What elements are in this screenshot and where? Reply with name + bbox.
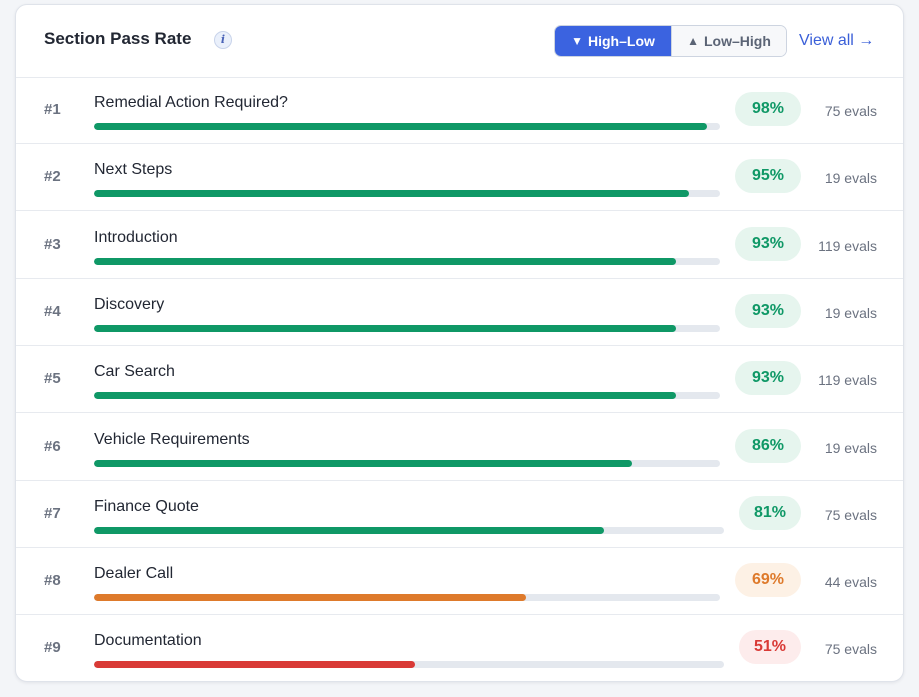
- eval-count: 119 evals: [818, 237, 877, 254]
- pass-rate-bar-track: [94, 594, 720, 602]
- section-row[interactable]: #4 Discovery 93% 19 evals: [16, 279, 903, 346]
- eval-count: 19 evals: [824, 170, 877, 187]
- pass-rate-bar-fill: [94, 661, 416, 669]
- section-rank: #7: [44, 504, 61, 522]
- section-rank: #5: [44, 370, 61, 388]
- eval-count: 75 evals: [824, 103, 877, 119]
- sort-low-high-button[interactable]: ▲ Low–High: [671, 26, 786, 56]
- section-name: Car Search: [94, 363, 175, 381]
- pass-rate-bar-fill: [94, 324, 677, 332]
- section-name: Vehicle Requirements: [94, 430, 250, 448]
- pass-rate-bar-track: [94, 459, 720, 467]
- pass-rate-bar-fill: [94, 392, 677, 400]
- section-pass-rate-card: Section Pass Rate i ▼ High–Low ▲ Low–Hig…: [15, 4, 904, 682]
- section-row[interactable]: #3 Introduction 93% 119 evals: [16, 212, 903, 279]
- view-all-link[interactable]: View all →: [799, 32, 875, 49]
- section-name: Dealer Call: [94, 565, 174, 583]
- section-rank: #4: [44, 302, 61, 320]
- pass-rate-badge: 81%: [739, 495, 801, 530]
- section-name: Discovery: [94, 295, 165, 313]
- section-name: Next Steps: [94, 161, 173, 179]
- pass-rate-badge: 93%: [735, 226, 801, 261]
- pass-rate-bar-fill: [94, 594, 526, 602]
- section-name: Remedial Action Required?: [94, 94, 288, 111]
- info-icon[interactable]: i: [214, 31, 232, 49]
- eval-count: 44 evals: [824, 574, 877, 591]
- triangle-down-icon: ▼: [571, 34, 583, 48]
- pass-rate-badge: 93%: [735, 361, 801, 396]
- sort-toggle: ▼ High–Low ▲ Low–High: [554, 25, 787, 57]
- section-rank: #6: [44, 437, 61, 455]
- pass-rate-bar-fill: [94, 123, 708, 130]
- section-rank: #9: [44, 639, 61, 657]
- section-row[interactable]: #7 Finance Quote 81% 75 evals: [16, 481, 903, 548]
- section-row[interactable]: #8 Dealer Call 69% 44 evals: [16, 548, 903, 616]
- pass-rate-bar-fill: [94, 257, 677, 265]
- pass-rate-bar-track: [94, 324, 720, 332]
- pass-rate-badge: 69%: [735, 563, 801, 598]
- pass-rate-bar-track: [94, 526, 724, 534]
- sort-low-high-label: Low–High: [704, 33, 771, 49]
- section-row[interactable]: #5 Car Search 93% 119 evals: [16, 346, 903, 414]
- pass-rate-bar-track: [94, 392, 720, 400]
- eval-count: 19 evals: [824, 304, 877, 321]
- section-row[interactable]: #1 Remedial Action Required? 98% 75 evals: [16, 77, 903, 144]
- section-row[interactable]: #6 Vehicle Requirements 86% 19 evals: [16, 414, 903, 481]
- eval-count: 75 evals: [824, 506, 877, 523]
- sort-high-low-button[interactable]: ▼ High–Low: [555, 26, 671, 56]
- section-name: Documentation: [94, 632, 202, 650]
- pass-rate-badge: 95%: [735, 159, 801, 194]
- section-rank: #2: [44, 168, 61, 186]
- pass-rate-bar-fill: [94, 459, 633, 467]
- sort-high-low-label: High–Low: [588, 33, 655, 49]
- section-name: Finance Quote: [94, 497, 199, 515]
- pass-rate-badge: 86%: [735, 428, 801, 463]
- eval-count: 19 evals: [824, 439, 877, 456]
- section-name: Introduction: [94, 228, 178, 246]
- pass-rate-bar-track: [94, 190, 720, 198]
- eval-count: 119 evals: [818, 372, 877, 389]
- section-rank: #3: [44, 235, 61, 253]
- card-title: Section Pass Rate: [44, 29, 192, 48]
- section-rank: #1: [44, 101, 61, 118]
- pass-rate-bar-track: [94, 257, 720, 265]
- eval-count: 75 evals: [824, 641, 877, 658]
- pass-rate-bar-track: [94, 661, 724, 669]
- pass-rate-badge: 93%: [735, 293, 801, 328]
- triangle-up-icon: ▲: [687, 34, 699, 48]
- pass-rate-bar-fill: [94, 190, 689, 198]
- pass-rate-badge: 98%: [735, 92, 801, 126]
- pass-rate-badge: 51%: [739, 630, 801, 665]
- pass-rate-bar-fill: [94, 526, 605, 534]
- pass-rate-bar-track: [94, 123, 720, 130]
- card-header: Section Pass Rate i ▼ High–Low ▲ Low–Hig…: [16, 5, 903, 78]
- section-row[interactable]: #9 Documentation 51% 75 evals: [16, 615, 903, 681]
- section-rank: #8: [44, 572, 61, 590]
- section-row[interactable]: #2 Next Steps 95% 19 evals: [16, 144, 903, 212]
